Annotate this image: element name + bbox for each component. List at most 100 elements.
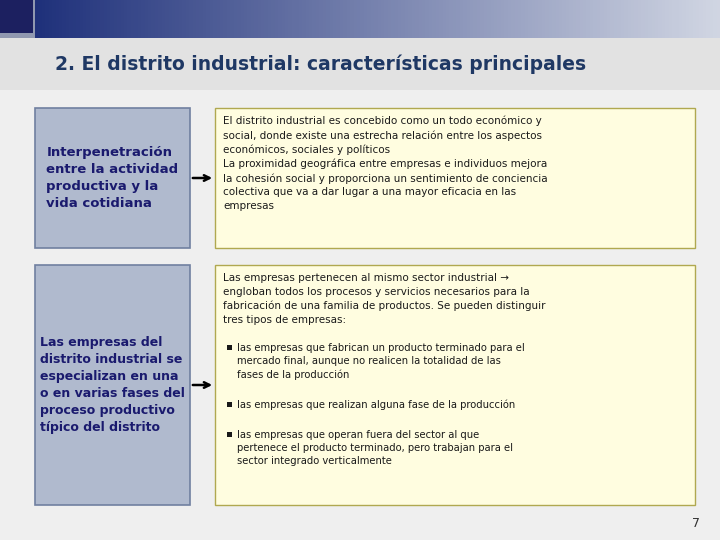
Bar: [336, 0, 341, 38]
Bar: [600, 0, 604, 38]
Bar: [234, 0, 238, 38]
Bar: [0, 0, 720, 38]
Bar: [121, 0, 125, 38]
Bar: [439, 0, 443, 38]
Bar: [282, 0, 286, 38]
Text: El distrito industrial es concebido como un todo económico y
social, donde exist: El distrito industrial es concebido como…: [223, 116, 548, 211]
Bar: [76, 0, 80, 38]
Text: 2. El distrito industrial: características principales: 2. El distrito industrial: característic…: [55, 54, 586, 74]
Bar: [268, 0, 272, 38]
Bar: [302, 0, 306, 38]
Bar: [333, 0, 337, 38]
Bar: [251, 0, 255, 38]
Bar: [388, 0, 392, 38]
Bar: [580, 0, 583, 38]
Bar: [79, 0, 84, 38]
Bar: [343, 0, 347, 38]
Bar: [377, 0, 382, 38]
Bar: [244, 0, 248, 38]
Bar: [285, 0, 289, 38]
Bar: [316, 0, 320, 38]
Bar: [254, 0, 258, 38]
Bar: [350, 0, 354, 38]
Bar: [621, 0, 624, 38]
Bar: [240, 0, 244, 38]
Bar: [508, 0, 512, 38]
Bar: [583, 0, 587, 38]
Bar: [326, 0, 330, 38]
Bar: [63, 0, 66, 38]
Bar: [586, 0, 590, 38]
Bar: [644, 0, 649, 38]
Bar: [261, 0, 265, 38]
Bar: [336, 0, 341, 38]
Bar: [59, 0, 63, 38]
Bar: [292, 0, 296, 38]
Bar: [264, 0, 269, 38]
Bar: [470, 0, 474, 38]
Bar: [131, 0, 135, 38]
Bar: [217, 0, 220, 38]
Bar: [662, 0, 666, 38]
Bar: [685, 0, 690, 38]
Bar: [689, 0, 693, 38]
Bar: [110, 0, 114, 38]
Bar: [117, 0, 121, 38]
Bar: [326, 0, 330, 38]
Bar: [531, 0, 536, 38]
Bar: [693, 0, 696, 38]
Bar: [467, 0, 470, 38]
Bar: [203, 0, 207, 38]
Bar: [90, 0, 94, 38]
Bar: [412, 0, 415, 38]
Bar: [323, 0, 327, 38]
Bar: [275, 0, 279, 38]
Bar: [504, 0, 508, 38]
Bar: [665, 0, 669, 38]
Bar: [470, 0, 474, 38]
Bar: [638, 0, 642, 38]
Bar: [384, 0, 388, 38]
Bar: [696, 0, 700, 38]
Bar: [679, 0, 683, 38]
Bar: [477, 0, 481, 38]
Bar: [658, 0, 662, 38]
Bar: [590, 0, 594, 38]
Bar: [90, 0, 94, 38]
Bar: [316, 0, 320, 38]
Bar: [35, 265, 190, 505]
Bar: [426, 0, 429, 38]
Bar: [151, 0, 156, 38]
Bar: [703, 0, 707, 38]
Bar: [474, 0, 477, 38]
Bar: [422, 0, 426, 38]
Bar: [539, 0, 542, 38]
Bar: [562, 0, 567, 38]
Bar: [323, 0, 327, 38]
Bar: [638, 0, 642, 38]
Bar: [172, 0, 176, 38]
Bar: [361, 0, 364, 38]
Bar: [299, 0, 302, 38]
Bar: [114, 0, 117, 38]
Bar: [151, 0, 156, 38]
Bar: [570, 0, 573, 38]
Bar: [570, 0, 573, 38]
Bar: [96, 0, 101, 38]
Bar: [443, 0, 446, 38]
Bar: [220, 0, 224, 38]
Bar: [484, 0, 487, 38]
Bar: [104, 0, 107, 38]
Bar: [299, 0, 302, 38]
Bar: [508, 0, 512, 38]
Bar: [192, 0, 197, 38]
Bar: [206, 0, 210, 38]
Bar: [179, 0, 183, 38]
Bar: [515, 0, 518, 38]
Bar: [675, 0, 680, 38]
Bar: [669, 0, 672, 38]
Bar: [374, 0, 378, 38]
Bar: [436, 0, 440, 38]
Bar: [138, 0, 142, 38]
Bar: [278, 0, 282, 38]
